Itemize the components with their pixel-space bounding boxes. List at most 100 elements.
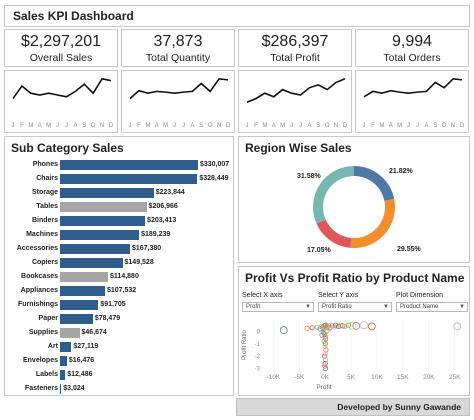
scatter-point[interactable] xyxy=(322,360,328,367)
month-tick-label: N xyxy=(100,123,104,129)
profit-scatter-panel: Profit Vs Profit Ratio by Product Name S… xyxy=(238,266,470,396)
x-tick-label: 0K xyxy=(321,374,330,381)
bar[interactable] xyxy=(60,342,72,352)
region-sales-panel: Region Wise Sales 21.82% 29.55% 17.05% 31.5… xyxy=(238,136,470,263)
scatter-point[interactable] xyxy=(322,353,328,359)
bar[interactable] xyxy=(60,286,105,296)
scatter-point[interactable] xyxy=(319,332,325,338)
scatter-point[interactable] xyxy=(340,323,346,329)
scatter-point[interactable] xyxy=(323,357,329,363)
bar[interactable] xyxy=(60,370,66,380)
scatter-point[interactable] xyxy=(323,328,329,334)
category-label: Tables xyxy=(36,203,58,210)
bar[interactable] xyxy=(60,384,62,394)
y-axis-select[interactable]: Profit Ratio ▼ xyxy=(318,302,392,312)
scatter-point[interactable] xyxy=(360,321,368,330)
donut-slice[interactable] xyxy=(313,166,355,224)
scatter-point[interactable] xyxy=(348,321,356,330)
bar[interactable] xyxy=(60,216,146,226)
category-label: Bookcases xyxy=(21,273,58,280)
bar-row-supplies[interactable]: Supplies $46,674 xyxy=(5,327,238,339)
scatter-point[interactable] xyxy=(309,325,315,331)
slice-label: 17.05% xyxy=(307,247,332,254)
scatter-point[interactable] xyxy=(322,341,329,347)
scatter-point[interactable] xyxy=(342,323,348,330)
scatter-point[interactable] xyxy=(322,363,328,369)
donut-slice[interactable] xyxy=(353,166,395,202)
scatter-point[interactable] xyxy=(367,322,376,331)
scatter-point[interactable] xyxy=(322,365,329,372)
subcategory-sales-title: Sub Category Sales xyxy=(11,141,124,155)
scatter-point[interactable] xyxy=(453,322,462,331)
bar-value-label: $91,705 xyxy=(100,301,126,308)
bar-row-chairs[interactable]: Chairs $328,449 xyxy=(5,173,238,185)
kpi-label: Total Quantity xyxy=(145,52,211,64)
scatter-point[interactable] xyxy=(323,347,329,353)
kpi-value: 37,873 xyxy=(153,33,203,50)
bar-row-fasteners[interactable]: Fasteners $3,024 xyxy=(5,383,238,395)
scatter-point[interactable] xyxy=(322,351,328,357)
bar-row-art[interactable]: Art $27,119 xyxy=(5,341,238,353)
scatter-point[interactable] xyxy=(345,322,352,328)
kpi-label: Total Orders xyxy=(383,52,441,64)
bar-row-envelopes[interactable]: Envelopes $16,476 xyxy=(5,355,238,367)
kpi-card-total-quantity[interactable]: 37,873 Total Quantity xyxy=(121,29,235,67)
bar-row-labels[interactable]: Labels $12,486 xyxy=(5,369,238,381)
bar[interactable] xyxy=(60,356,67,366)
bar[interactable] xyxy=(60,314,93,324)
profit-scatter-chart[interactable]: -10K -5K 0K 5K 10K 15K 20K 25K 0 -1 -2 -3 Profit Prof… xyxy=(239,315,469,395)
bar-row-machines[interactable]: Machines $189,239 xyxy=(5,229,238,241)
donut-slice[interactable] xyxy=(316,219,352,248)
month-tick-label: J xyxy=(182,123,185,129)
bar[interactable] xyxy=(60,328,80,338)
bar-row-furnishings[interactable]: Furnishings $91,705 xyxy=(5,299,238,311)
slice-label: 21.82% xyxy=(389,168,414,175)
month-tick-label: M xyxy=(262,123,267,129)
bar-row-paper[interactable]: Paper $78,479 xyxy=(5,313,238,325)
bar-row-tables[interactable]: Tables $206,966 xyxy=(5,201,238,213)
bar[interactable] xyxy=(60,174,198,184)
scatter-point[interactable] xyxy=(321,338,327,344)
bar[interactable] xyxy=(60,188,154,198)
scatter-point[interactable] xyxy=(304,325,310,331)
y-axis-control-label: Select Y axis xyxy=(318,292,359,299)
bar[interactable] xyxy=(60,244,130,254)
bar-row-binders[interactable]: Binders $203,413 xyxy=(5,215,238,227)
category-label: Phones xyxy=(32,161,58,168)
month-tick-label: F xyxy=(254,123,258,129)
kpi-card-overall-sales[interactable]: $2,297,201 Overall Sales xyxy=(4,29,118,67)
scatter-point[interactable] xyxy=(352,321,361,330)
bar-row-storage[interactable]: Storage $223,844 xyxy=(5,187,238,199)
bar[interactable] xyxy=(60,258,123,268)
kpi-card-total-profit[interactable]: $286,397 Total Profit xyxy=(238,29,352,67)
month-tick-label: D xyxy=(226,123,231,129)
scatter-point[interactable] xyxy=(326,326,332,332)
x-axis-select[interactable]: Profit ▼ xyxy=(242,302,314,312)
bar[interactable] xyxy=(60,230,140,240)
scatter-point[interactable] xyxy=(279,326,288,335)
plot-dimension-select[interactable]: Product Name ▼ xyxy=(396,302,468,312)
bar[interactable] xyxy=(60,300,99,310)
bar-row-copiers[interactable]: Copiers $149,528 xyxy=(5,257,238,269)
bar[interactable] xyxy=(60,272,109,282)
kpi-card-total-orders[interactable]: 9,994 Total Orders xyxy=(355,29,469,67)
bar-value-label: $114,880 xyxy=(110,273,139,280)
x-axis-control-label: Select X axis xyxy=(242,292,283,299)
kpi-value: $2,297,201 xyxy=(20,33,102,50)
bar-row-phones[interactable]: Phones $330,007 xyxy=(5,159,238,171)
bar[interactable] xyxy=(60,160,198,170)
bar[interactable] xyxy=(60,202,147,212)
chevron-down-icon: ▼ xyxy=(305,304,311,310)
bar-row-bookcases[interactable]: Bookcases $114,880 xyxy=(5,271,238,283)
x-tick-label: 10K xyxy=(371,374,383,381)
donut-slice[interactable] xyxy=(350,198,395,248)
bar-row-accessories[interactable]: Accessories $167,380 xyxy=(5,243,238,255)
scatter-point[interactable] xyxy=(322,343,328,349)
month-tick-label: J xyxy=(12,123,15,129)
month-tick-label: J xyxy=(129,123,132,129)
bar-row-appliances[interactable]: Appliances $107,532 xyxy=(5,285,238,297)
